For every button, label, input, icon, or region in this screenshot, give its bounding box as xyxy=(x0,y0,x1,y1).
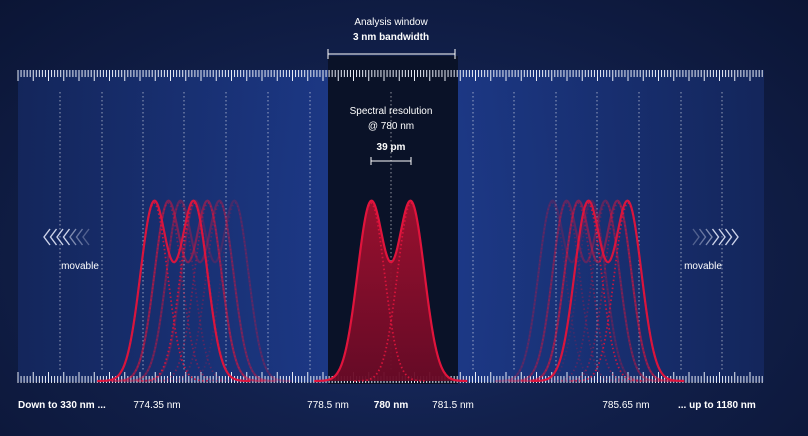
peak-outline xyxy=(495,199,649,383)
peak-component xyxy=(531,202,645,382)
chevron-icon xyxy=(718,228,726,246)
peak-outline xyxy=(521,199,675,383)
peak-component xyxy=(521,202,635,382)
right-arrows-icon xyxy=(692,228,739,246)
center-peak-group xyxy=(314,199,468,383)
peak-fill xyxy=(314,200,468,381)
axis-upper-limit: ... up to 1180 nm xyxy=(678,400,756,411)
analysis-window-title: Analysis window xyxy=(354,17,428,28)
spectral-resolution-value: 39 pm xyxy=(376,142,406,153)
chevron-icon xyxy=(692,228,700,246)
analysis-window-bandwidth: 3 nm bandwidth xyxy=(352,32,430,43)
peak-component xyxy=(354,202,468,382)
top-tick-scale xyxy=(17,70,763,81)
chevron-icon xyxy=(69,228,77,246)
axis-right-peak: 785.65 nm xyxy=(602,400,650,411)
peak-component xyxy=(151,202,265,382)
axis-window-end: 781.5 nm xyxy=(432,400,474,411)
peak-component xyxy=(178,202,292,382)
peak-outline xyxy=(138,199,292,383)
peak-component xyxy=(549,202,663,382)
chevron-icon xyxy=(75,228,84,246)
scan-band-right xyxy=(458,70,764,382)
chevron-icon xyxy=(724,228,733,246)
chevron-icon xyxy=(698,228,707,246)
peak-component xyxy=(111,202,225,382)
peak-component xyxy=(123,202,237,382)
chevron-icon xyxy=(711,228,720,246)
scan-band-left xyxy=(18,70,328,382)
axis-lower-limit: Down to 330 nm ... xyxy=(18,400,106,411)
peak-component xyxy=(137,202,251,382)
peak-component xyxy=(314,202,428,382)
axis-window-start: 778.5 nm xyxy=(307,400,349,411)
movable-left-label: movable xyxy=(61,261,99,272)
peak-component xyxy=(509,202,623,382)
chevron-icon xyxy=(56,228,64,246)
peak-outline xyxy=(111,199,265,383)
analysis-window-bracket xyxy=(327,49,456,59)
peak-component xyxy=(163,202,277,382)
peak-outline xyxy=(123,199,277,383)
resolution-bracket xyxy=(370,157,412,165)
left-arrows-icon xyxy=(43,228,90,246)
peak-component xyxy=(97,202,211,382)
peak-component xyxy=(561,202,675,382)
right-peak-group xyxy=(495,199,685,383)
chevron-icon xyxy=(731,228,739,246)
peak-outline xyxy=(509,199,663,383)
axis-left-peak: 774.35 nm xyxy=(133,400,181,411)
peak-component xyxy=(495,202,609,382)
chevron-icon xyxy=(43,228,51,246)
spectral-resolution-title: Spectral resolution xyxy=(349,106,433,117)
spectral-resolution-at: @ 780 nm xyxy=(367,121,415,132)
chevron-icon xyxy=(62,228,71,246)
left-peak-group xyxy=(97,199,292,383)
chevron-icon xyxy=(705,228,713,246)
movable-right-label: movable xyxy=(684,261,722,272)
chevron-icon xyxy=(82,228,90,246)
axis-center: 780 nm xyxy=(373,400,409,411)
peak-component xyxy=(571,202,685,382)
chevron-icon xyxy=(49,228,58,246)
